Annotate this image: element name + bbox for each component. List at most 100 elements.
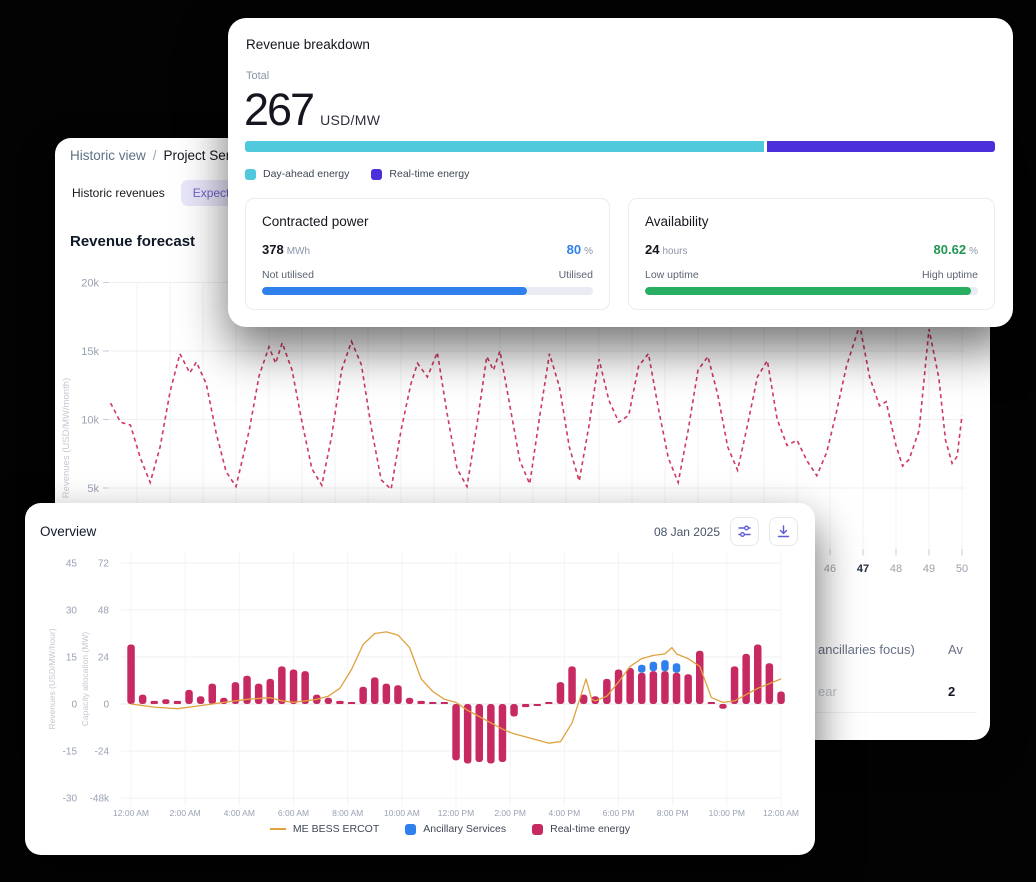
download-button[interactable] <box>769 517 798 546</box>
bar-real-time-energy[interactable] <box>568 666 576 704</box>
capacity-tick-label: -24 <box>95 746 110 757</box>
availability-progress-fill <box>645 287 972 295</box>
contracted-value: 378 MWh <box>262 242 311 257</box>
bar-real-time-energy[interactable] <box>336 700 344 704</box>
bar-real-time-energy[interactable] <box>626 668 634 704</box>
bar-real-time-energy[interactable] <box>127 644 135 705</box>
bar-real-time-energy[interactable] <box>614 669 623 705</box>
legend-real-time: Real-time energy <box>371 168 469 180</box>
y-tick-label: 20k <box>81 278 99 290</box>
time-tick-label: 2:00 PM <box>494 808 526 818</box>
breadcrumb: Historic view / Project Ser <box>70 148 230 163</box>
breadcrumb-historic-view[interactable]: Historic view <box>70 148 146 163</box>
legend-real-time-energy: Real-time energy <box>532 823 630 835</box>
bar-real-time-energy[interactable] <box>579 694 588 704</box>
bar-real-time-energy[interactable] <box>417 700 425 704</box>
bar-real-time-energy[interactable] <box>498 704 507 762</box>
bar-real-time-energy[interactable] <box>324 697 333 704</box>
bar-real-time-energy[interactable] <box>382 683 391 704</box>
not-utilised-label: Not utilised <box>262 269 314 281</box>
bar-ancillary-services[interactable] <box>638 664 646 673</box>
bar-real-time-energy[interactable] <box>452 704 460 761</box>
breadcrumb-project: Project Ser <box>163 148 231 163</box>
bar-real-time-energy[interactable] <box>162 699 170 704</box>
bar-real-time-energy[interactable] <box>672 672 681 704</box>
utilised-label: Utilised <box>558 269 593 281</box>
bar-real-time-energy[interactable] <box>556 682 565 704</box>
bar-real-time-energy[interactable] <box>591 696 600 704</box>
bar-real-time-energy[interactable] <box>545 702 553 704</box>
day-ahead-swatch <box>245 168 256 180</box>
bar-real-time-energy[interactable] <box>196 696 205 704</box>
filter-button[interactable] <box>730 517 759 546</box>
capacity-tick-label: 48 <box>98 606 110 617</box>
bar-real-time-energy[interactable] <box>150 700 159 704</box>
bar-real-time-energy[interactable] <box>185 689 193 704</box>
bar-real-time-energy[interactable] <box>742 653 750 704</box>
bar-real-time-energy[interactable] <box>510 704 518 717</box>
bar-real-time-energy[interactable] <box>475 704 484 762</box>
bar-real-time-energy[interactable] <box>754 644 762 705</box>
tab-historic-revenues[interactable]: Historic revenues <box>72 186 165 200</box>
bar-real-time-energy[interactable] <box>638 672 646 704</box>
bar-real-time-energy[interactable] <box>231 682 240 704</box>
legend-ancillary-services: Ancillary Services <box>405 823 506 835</box>
day-ahead-segment[interactable] <box>245 141 765 152</box>
bar-real-time-energy[interactable] <box>138 694 147 704</box>
download-icon <box>777 525 790 538</box>
bar-real-time-energy[interactable] <box>405 697 414 704</box>
bar-ancillary-services[interactable] <box>661 660 669 672</box>
bar-real-time-energy[interactable] <box>533 704 542 706</box>
x-tick-label: 48 <box>890 563 902 575</box>
bar-real-time-energy[interactable] <box>684 674 692 704</box>
capacity-tick-label: 24 <box>98 653 110 664</box>
bar-real-time-energy[interactable] <box>359 686 367 704</box>
bar-real-time-energy[interactable] <box>173 700 182 704</box>
filter-sliders-icon <box>738 525 751 537</box>
bar-ancillary-services[interactable] <box>672 663 681 673</box>
bar-real-time-energy[interactable] <box>696 650 704 704</box>
revenues-tick-label: 30 <box>66 606 78 617</box>
availability-progress-track <box>645 287 978 295</box>
overview-card: Overview 08 Jan 2025 45 7 <box>25 503 815 855</box>
bar-real-time-energy[interactable] <box>719 704 727 709</box>
revenues-axis-label: Revenues (USD/MW/hour) <box>47 628 57 729</box>
bar-real-time-energy[interactable] <box>394 685 402 704</box>
time-tick-label: 12:00 AM <box>763 808 799 818</box>
bar-real-time-energy[interactable] <box>777 691 785 705</box>
real-time-segment[interactable] <box>767 141 995 152</box>
bar-real-time-energy[interactable] <box>429 702 437 704</box>
bar-real-time-energy[interactable] <box>289 669 298 705</box>
bar-real-time-energy[interactable] <box>440 702 449 704</box>
bar-real-time-energy[interactable] <box>730 666 739 704</box>
y-tick-label: 5k <box>87 483 99 495</box>
legend-label: ME BESS ERCOT <box>292 823 380 835</box>
bar-real-time-energy[interactable] <box>487 704 495 764</box>
contracted-pct: 80% <box>566 242 593 257</box>
bar-real-time-energy[interactable] <box>278 666 286 704</box>
bar-real-time-energy[interactable] <box>243 675 251 704</box>
bar-real-time-energy[interactable] <box>347 702 356 704</box>
bar-real-time-energy[interactable] <box>254 683 263 704</box>
time-tick-label: 12:00 PM <box>438 808 474 818</box>
high-uptime-label: High uptime <box>921 269 978 281</box>
forecast-line <box>109 324 963 492</box>
bar-real-time-energy[interactable] <box>371 677 379 704</box>
bar-real-time-energy[interactable] <box>301 671 309 704</box>
bar-real-time-energy[interactable] <box>463 704 472 764</box>
bar-ancillary-services[interactable] <box>649 661 658 672</box>
bar-real-time-energy[interactable] <box>707 702 716 704</box>
bar-real-time-energy[interactable] <box>603 678 611 704</box>
x-tick-label[interactable]: 47 <box>857 563 869 575</box>
revenues-tick-label: 45 <box>66 559 78 570</box>
date-selector[interactable]: 08 Jan 2025 <box>653 524 720 539</box>
time-tick-label: 4:00 AM <box>224 808 255 818</box>
bar-real-time-energy[interactable] <box>521 704 530 708</box>
bar-real-time-energy[interactable] <box>661 671 669 704</box>
bar-real-time-energy[interactable] <box>649 671 658 704</box>
time-tick-label: 12:00 AM <box>113 808 149 818</box>
legend-label: Day-ahead energy <box>263 168 350 180</box>
contracted-unit: MWh <box>286 246 311 257</box>
bar-real-time-energy[interactable] <box>266 678 275 704</box>
bar-real-time-energy[interactable] <box>208 683 217 704</box>
